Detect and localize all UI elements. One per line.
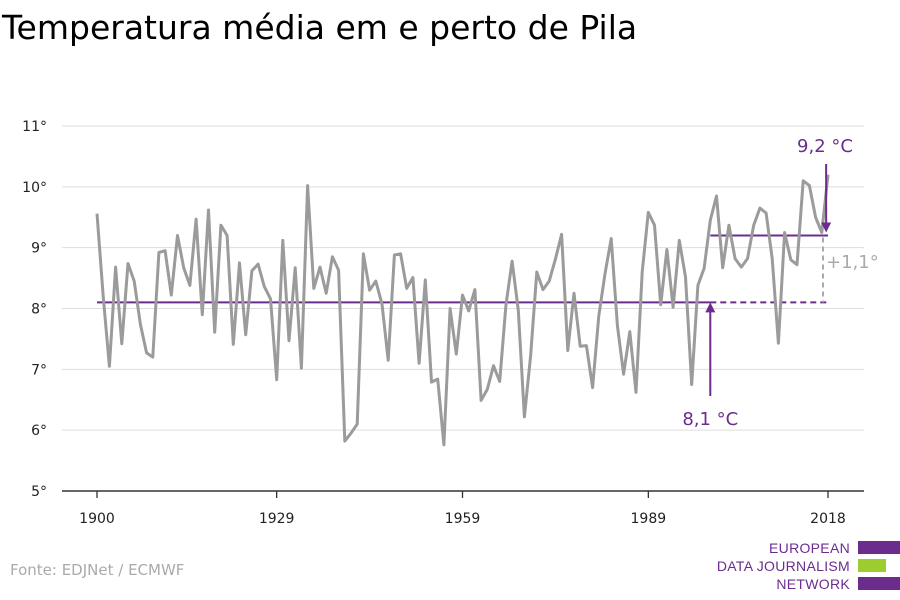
y-tick-label: 8° [31, 302, 47, 318]
logo-line-3: NETWORK [776, 576, 850, 592]
annotations: 9,2 °C 8,1 °C +1,1° [682, 136, 878, 430]
source-note: Fonte: EDJNet / ECMWF [10, 561, 185, 579]
baseline-average-label: 8,1 °C [682, 409, 738, 430]
logo-line-1: EUROPEAN [769, 540, 850, 556]
x-tick-label: 1900 [79, 511, 115, 527]
y-tick-label: 7° [31, 362, 47, 378]
baseline-average-arrow-head [705, 302, 716, 313]
x-tick-label: 2018 [810, 511, 846, 527]
x-axis: 1900 1929 1959 1989 2018 [62, 490, 864, 527]
logo-bar-top [858, 541, 900, 554]
recent-average-label: 9,2 °C [797, 136, 853, 157]
chart-title: Temperatura média em e perto de Pila [2, 8, 638, 47]
logo-bar-middle [858, 559, 886, 572]
difference-label: +1,1° [826, 252, 879, 273]
x-tick-label: 1929 [259, 511, 295, 527]
temperature-line [95, 174, 830, 447]
x-tick-label: 1989 [631, 511, 667, 527]
edjnet-logo: EUROPEAN DATA JOURNALISM NETWORK [700, 538, 900, 600]
logo-bar-bottom [858, 577, 900, 590]
recent-average-arrow-head [821, 222, 832, 233]
x-tick-label: 1959 [445, 511, 481, 527]
y-tick-label: 6° [31, 423, 47, 439]
y-tick-label: 10° [22, 180, 47, 196]
grid-lines [62, 125, 864, 431]
temperature-chart: 5° 6° 7° 8° 9° 10° 11° 1900 1929 1959 1989 2018 9,… [22, 119, 879, 527]
y-axis: 5° 6° 7° 8° 9° 10° 11° [22, 119, 47, 500]
series-layer [95, 174, 830, 447]
y-tick-label: 5° [31, 484, 47, 500]
y-tick-label: 11° [22, 119, 47, 135]
logo-line-2: DATA JOURNALISM [716, 558, 850, 574]
y-tick-label: 9° [31, 241, 47, 257]
